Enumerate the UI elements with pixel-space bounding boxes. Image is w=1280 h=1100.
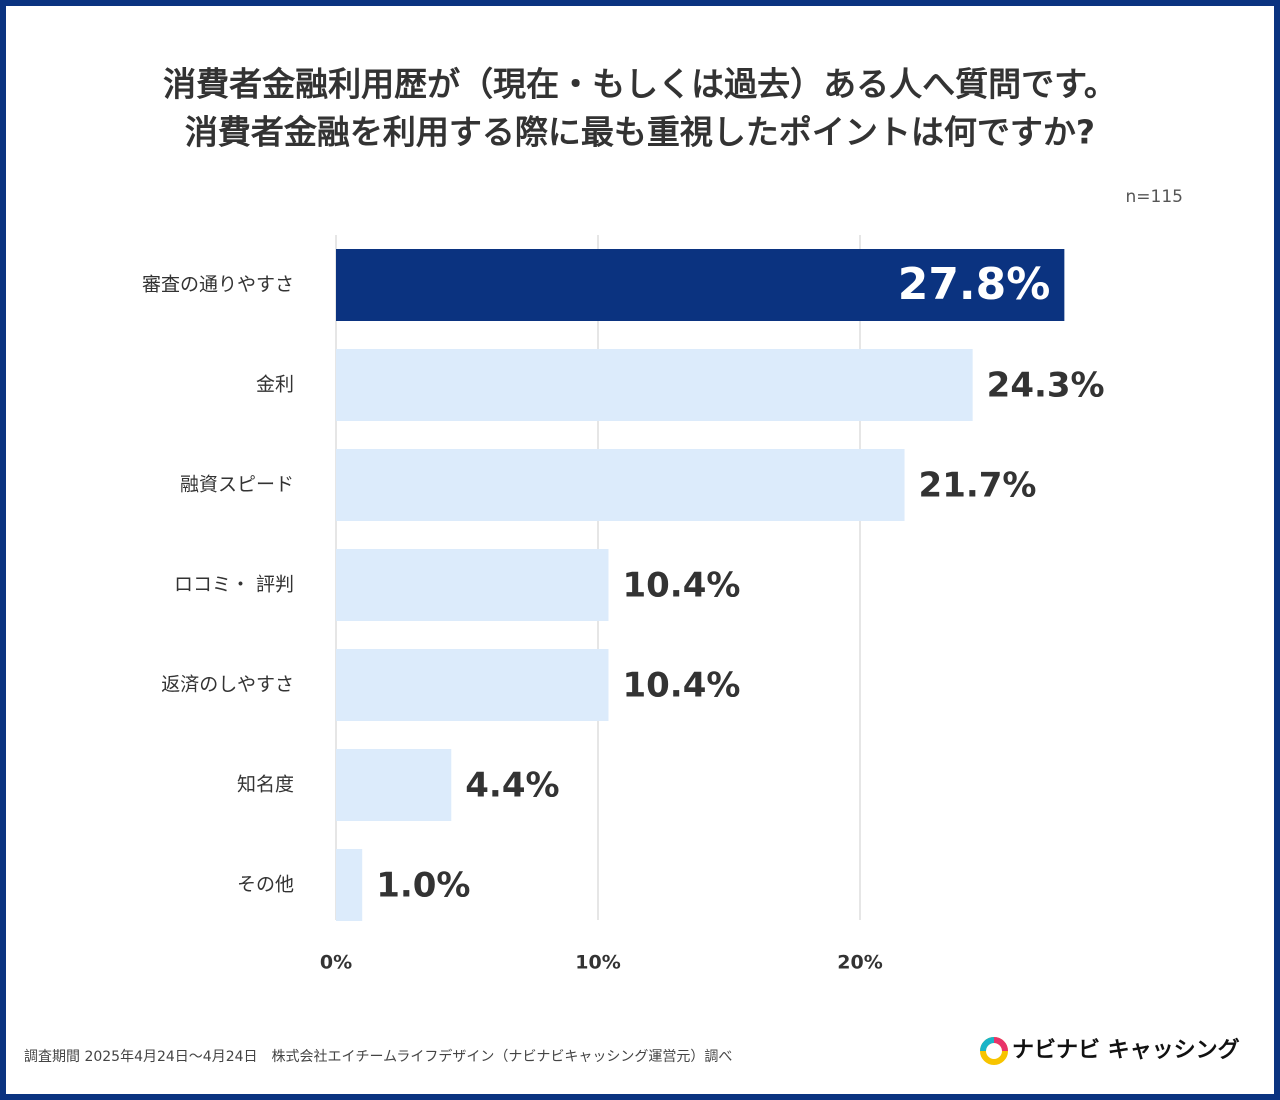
value-label: 1.0% bbox=[376, 866, 470, 906]
y-tick-label: 返済のしやすさ bbox=[161, 674, 294, 696]
y-tick-label: その他 bbox=[237, 874, 294, 896]
y-tick-label: ロコミ・ 評判 bbox=[174, 574, 294, 596]
bar bbox=[336, 749, 452, 821]
y-tick-label: 審査の通りやすさ bbox=[142, 274, 294, 296]
bar bbox=[336, 249, 1065, 321]
y-tick-label: 知名度 bbox=[237, 774, 294, 796]
value-label: 27.8% bbox=[898, 259, 1051, 310]
value-label: 10.4% bbox=[622, 666, 740, 706]
value-label: 4.4% bbox=[465, 766, 559, 806]
value-label: 10.4% bbox=[622, 566, 740, 606]
bar bbox=[336, 549, 609, 621]
bar bbox=[336, 349, 973, 421]
source-note: 調査期間 2025年4月24日〜4月24日 株式会社エイチームライフデザイン（ナ… bbox=[24, 1048, 732, 1065]
x-tick-label: 0% bbox=[320, 952, 352, 974]
bar bbox=[336, 449, 905, 521]
value-label: 24.3% bbox=[987, 366, 1105, 406]
bar bbox=[336, 649, 609, 721]
title-line: 消費者金融を利用する際に最も重視したポイントは何ですか? bbox=[185, 113, 1095, 152]
x-tick-label: 20% bbox=[837, 952, 882, 974]
title-line: 消費者金融利用歴が（現在・もしくは過去）ある人へ質問です。 bbox=[163, 65, 1117, 104]
value-label: 21.7% bbox=[919, 466, 1037, 506]
y-tick-label: 融資スピード bbox=[180, 474, 294, 496]
x-tick-label: 10% bbox=[575, 952, 620, 974]
logo-icon bbox=[980, 1037, 1008, 1065]
logo-text: ナビナビ キャッシング bbox=[1012, 1037, 1240, 1063]
sample-size: n=115 bbox=[1126, 187, 1183, 207]
y-tick-label: 金利 bbox=[256, 374, 294, 396]
bar bbox=[336, 849, 363, 921]
